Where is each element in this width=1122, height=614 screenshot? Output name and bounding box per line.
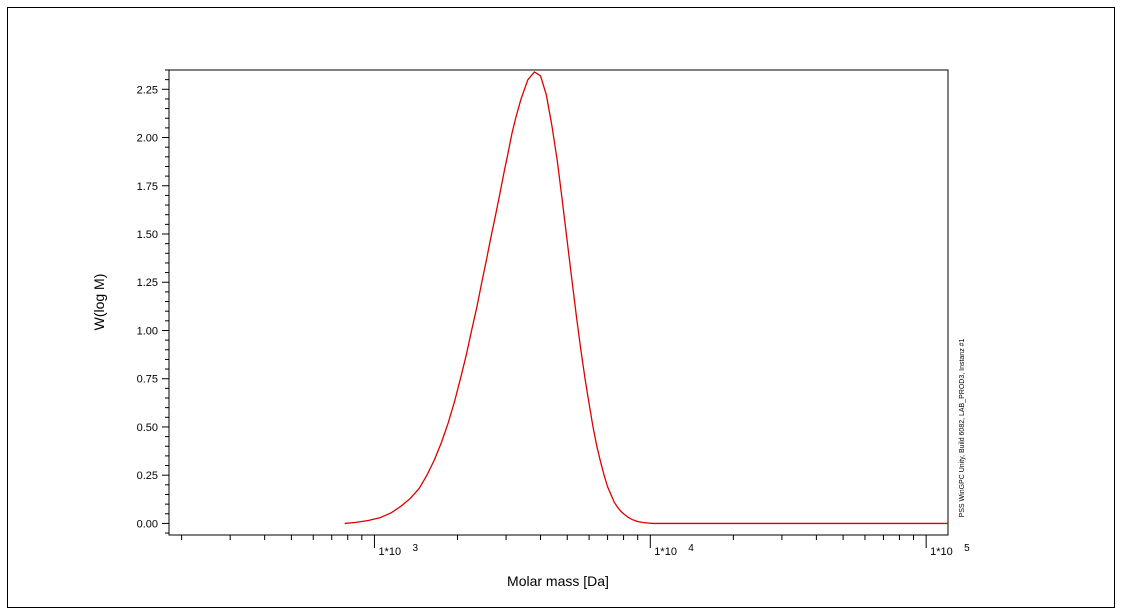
- x-tick-exponent: 3: [412, 543, 418, 554]
- x-tick-label: 1*10: [378, 546, 401, 558]
- chart-frame: [7, 7, 1115, 608]
- y-tick-label: 1.75: [137, 181, 158, 193]
- x-tick-label: 1*10: [930, 546, 953, 558]
- x-tick-exponent: 5: [964, 543, 970, 554]
- y-tick-label: 2.00: [137, 133, 158, 145]
- y-tick-label: 0.75: [137, 374, 158, 386]
- y-tick-label: 2.25: [137, 84, 158, 96]
- x-axis: 1*10 3 1*10 4 1*10 5: [181, 535, 970, 558]
- y-tick-label: 1.25: [137, 277, 158, 289]
- y-tick-label: 1.50: [137, 229, 158, 241]
- y-tick-label: 1.00: [137, 325, 158, 337]
- y-tick-label: 0.25: [137, 470, 158, 482]
- x-tick-exponent: 4: [688, 543, 694, 554]
- y-tick-label: 0.00: [137, 518, 158, 530]
- y-tick-label: 0.50: [137, 422, 158, 434]
- y-axis: 0.00 0.25 0.50 0.75 1.00 1.25 1.50 1.75 2.00 2.25: [137, 69, 169, 534]
- x-axis-label: Molar mass [Da]: [507, 573, 609, 589]
- y-axis-label: W(log M): [91, 274, 107, 331]
- x-tick-label: 1*10: [654, 546, 677, 558]
- series-line: [344, 71, 948, 525]
- software-info-text: PSS WinGPC Unity, Build 6082, LAB_PROD3,…: [959, 338, 966, 517]
- plot-area: [168, 69, 949, 536]
